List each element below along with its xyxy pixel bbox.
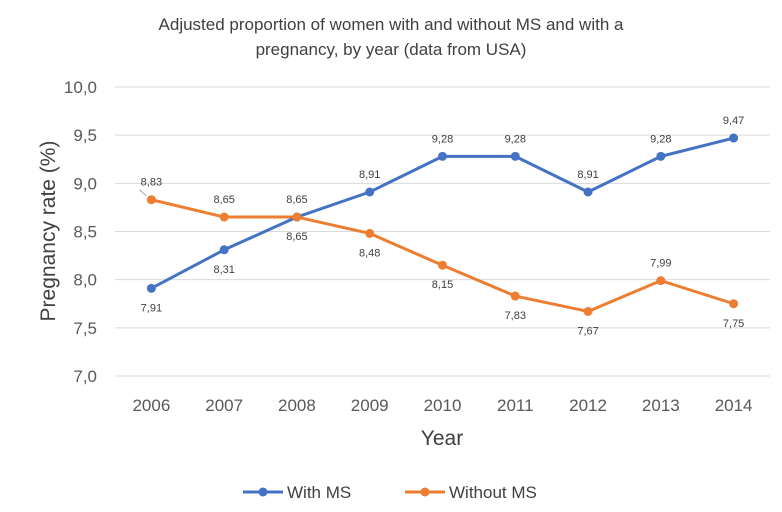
data-point xyxy=(510,151,520,161)
label-leader-line xyxy=(139,189,147,197)
y-axis-ticks: 7,0 7,5 8,0 8,5 9,0 9,5 10,0 xyxy=(64,78,97,386)
data-point xyxy=(438,260,447,270)
data-label: 8,91 xyxy=(359,169,380,181)
data-label: 8,15 xyxy=(432,279,453,291)
legend: With MS Without MS xyxy=(243,483,537,502)
data-point xyxy=(146,195,156,205)
x-tick-label: 2008 xyxy=(278,396,316,415)
x-tick-label: 2012 xyxy=(569,396,607,415)
data-label: 8,83 xyxy=(141,177,162,189)
chart-title-line-1: Adjusted proportion of women with and wi… xyxy=(159,15,624,34)
data-label: 7,83 xyxy=(505,310,526,322)
data-labels: 7,91 8,31 8,65 8,91 9,28 9,28 8,91 9,28 9,47 8,83… xyxy=(139,115,744,337)
data-point xyxy=(729,133,739,143)
x-axis-title: Year xyxy=(421,427,463,450)
data-label: 7,99 xyxy=(650,258,671,270)
data-point xyxy=(219,245,229,255)
series-line-without-ms xyxy=(151,198,735,313)
y-tick-label: 7,0 xyxy=(73,367,97,386)
y-axis-title: Pregnancy rate (%) xyxy=(37,141,60,322)
data-point xyxy=(656,151,666,161)
y-tick-label: 8,5 xyxy=(73,223,97,242)
gridlines xyxy=(115,86,770,377)
data-label: 9,47 xyxy=(723,115,744,127)
y-tick-label: 10,0 xyxy=(64,78,97,97)
x-tick-label: 2011 xyxy=(497,396,534,415)
data-label: 9,28 xyxy=(432,133,453,145)
x-tick-label: 2014 xyxy=(715,396,753,415)
data-point xyxy=(365,187,375,197)
data-label: 8,65 xyxy=(213,194,234,206)
data-label: 8,48 xyxy=(359,247,380,259)
y-tick-label: 9,0 xyxy=(73,174,97,193)
chart-title-line-2: pregnancy, by year (data from USA) xyxy=(256,40,527,59)
data-point xyxy=(656,276,666,286)
x-axis-ticks: 2006 2007 2008 2009 2010 2011 2012 2013 2014 xyxy=(132,396,752,415)
y-tick-label: 9,5 xyxy=(73,126,97,145)
data-label: 9,28 xyxy=(650,133,671,145)
y-tick-label: 8,0 xyxy=(73,271,97,290)
x-tick-label: 2010 xyxy=(424,396,462,415)
data-label: 7,91 xyxy=(141,302,162,314)
data-point xyxy=(365,228,375,238)
data-point xyxy=(583,187,593,197)
data-point xyxy=(510,291,520,301)
x-tick-label: 2013 xyxy=(642,396,680,415)
data-label: 7,75 xyxy=(723,318,744,330)
data-point xyxy=(729,299,739,309)
legend-label: With MS xyxy=(287,483,351,502)
x-tick-label: 2006 xyxy=(132,396,170,415)
series-group xyxy=(146,133,739,316)
data-label: 8,31 xyxy=(213,264,234,276)
data-point xyxy=(146,283,156,293)
legend-label: Without MS xyxy=(449,483,537,502)
data-point xyxy=(292,212,302,222)
legend-marker xyxy=(420,487,430,497)
data-point xyxy=(583,306,593,316)
data-label: 8,65 xyxy=(286,231,307,243)
data-label: 9,28 xyxy=(505,133,526,145)
y-tick-label: 7,5 xyxy=(73,319,97,338)
data-label: 8,65 xyxy=(286,194,307,206)
x-tick-label: 2009 xyxy=(351,396,389,415)
data-label: 8,91 xyxy=(577,169,598,181)
data-point xyxy=(219,212,229,222)
data-label: 7,67 xyxy=(577,325,598,337)
legend-marker xyxy=(258,487,268,497)
data-point xyxy=(438,151,447,161)
x-tick-label: 2007 xyxy=(205,396,243,415)
